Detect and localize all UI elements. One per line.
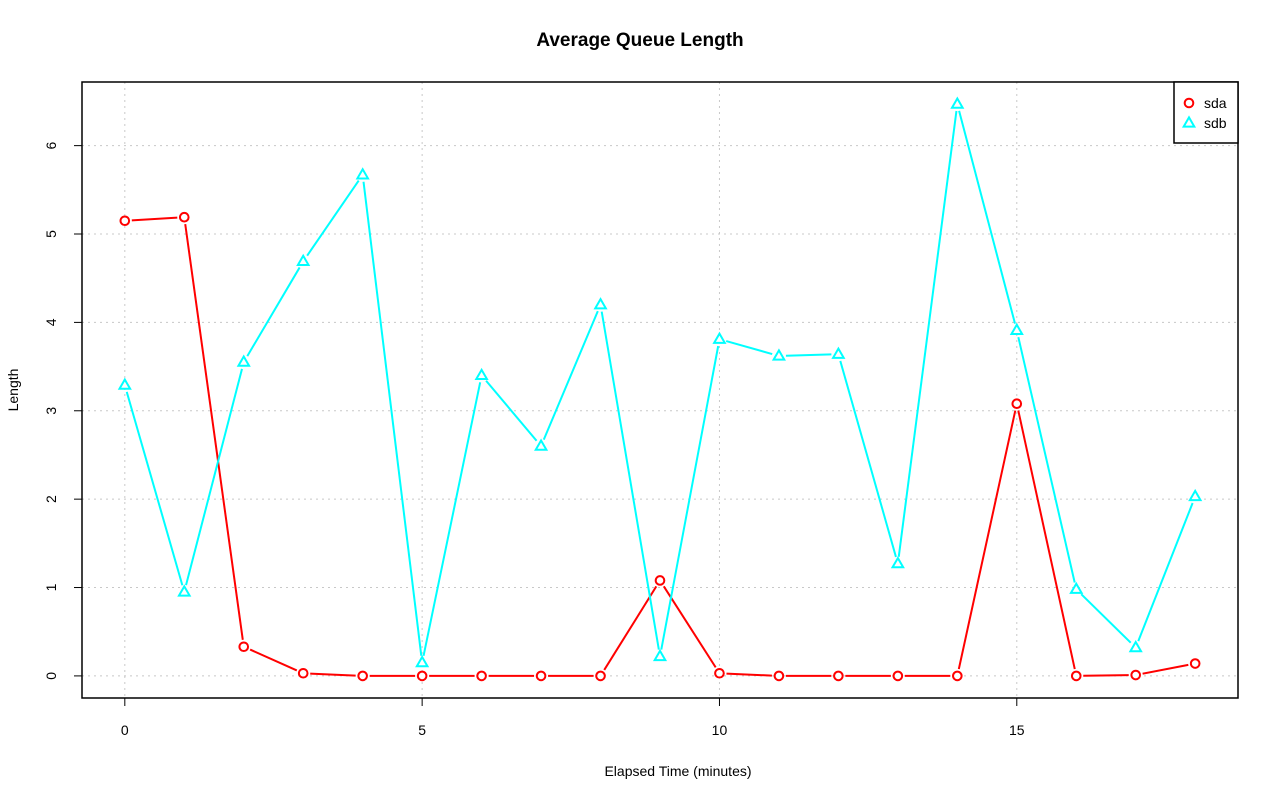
series-sdb-point	[1188, 488, 1203, 502]
y-tick-label: 6	[43, 142, 59, 150]
series-sdb-segment	[362, 181, 423, 656]
series-sda-segment	[726, 672, 772, 677]
series-sda-point	[595, 670, 606, 682]
series-sda-point	[357, 670, 368, 682]
series-sdb-segment	[660, 345, 720, 650]
series-sda-segment	[249, 648, 298, 672]
series-sdb-point	[1009, 322, 1024, 335]
series-sdb-segment	[306, 180, 360, 257]
series-sdb-point	[831, 346, 846, 359]
x-tick-label: 15	[1009, 722, 1025, 738]
series-sdb-segment	[185, 368, 243, 586]
series-sdb-segment	[542, 310, 599, 441]
series-sda-point	[297, 667, 309, 679]
legend-sda-label: sda	[1204, 95, 1227, 111]
x-tick-label: 5	[418, 722, 426, 738]
series-sda-point	[1130, 669, 1142, 681]
series-sdb-point	[950, 96, 965, 109]
x-tick-label: 0	[121, 722, 129, 738]
series-sda-segment	[662, 585, 717, 668]
y-tick-label: 4	[43, 318, 59, 326]
series-sda-point	[654, 575, 666, 586]
series-sdb-segment	[246, 266, 301, 357]
series-sda-point	[1011, 398, 1023, 409]
chart-title: Average Queue Length	[536, 30, 744, 51]
series-sda-point	[714, 667, 725, 679]
y-tick-label: 5	[43, 230, 59, 238]
series-sda-segment	[603, 585, 658, 671]
series-sda-point	[119, 215, 131, 227]
series-sdb-segment	[485, 380, 538, 442]
series-sdb-point	[1069, 581, 1084, 594]
series-sdb-point	[771, 348, 786, 361]
series-sda-segment	[131, 216, 178, 222]
series-sdb-point	[177, 584, 192, 597]
y-axis-label: Length	[5, 369, 21, 412]
y-tick-label: 1	[43, 583, 59, 591]
series-sda-point	[952, 670, 963, 682]
series-sda-point	[1070, 670, 1082, 682]
y-tick-label: 0	[43, 672, 59, 680]
plot-frame	[81, 81, 1239, 699]
series-sdb-segment	[785, 353, 832, 357]
y-tick-label: 2	[43, 495, 59, 503]
series-sdb-segment	[839, 360, 897, 558]
series-sda-point	[833, 670, 844, 682]
series-sdb-segment	[1137, 502, 1194, 642]
series-sdb-point	[652, 648, 668, 662]
series-sda-point	[1189, 658, 1201, 669]
series-sdb-segment	[1080, 593, 1132, 644]
series-sdb-point	[1128, 640, 1143, 653]
series-sdb-point	[593, 297, 608, 310]
series-sda-segment	[184, 224, 244, 640]
series-sdb-segment	[897, 110, 958, 557]
series-sdb-point	[296, 253, 311, 267]
series-sdb-segment	[422, 382, 482, 656]
series-sda-point	[416, 670, 428, 682]
series-sda-segment	[310, 672, 356, 677]
legend-sdb-label: sdb	[1204, 115, 1227, 131]
series-sdb-point	[712, 331, 727, 344]
series-sdb-point	[415, 655, 430, 668]
series-sda-point	[476, 670, 487, 682]
series-sdb-segment	[600, 311, 660, 650]
series-sdb-segment	[1017, 336, 1076, 583]
x-tick-label: 10	[712, 722, 728, 738]
series-sda-point	[773, 670, 785, 682]
series-sdb-point	[890, 556, 905, 569]
series-sda-segment	[1083, 674, 1129, 677]
x-axis-label: Elapsed Time (minutes)	[604, 763, 751, 779]
series-sdb-point	[474, 367, 489, 381]
series-sdb-point	[355, 167, 370, 180]
legend-sdb-marker	[1181, 115, 1197, 128]
series-sda-point	[178, 211, 190, 223]
series-sda-point	[892, 670, 904, 682]
series-sda-point	[535, 670, 547, 682]
y-tick-label: 3	[43, 407, 59, 415]
series-sdb-segment	[958, 110, 1016, 324]
series-sda-segment	[1017, 410, 1076, 670]
series-sdb-point	[236, 354, 251, 367]
legend-sda-marker	[1183, 97, 1195, 109]
series-sda-point	[238, 641, 250, 653]
series-sdb-segment	[725, 340, 773, 356]
series-sdb-point	[117, 377, 132, 390]
series-sdb-point	[534, 438, 549, 451]
series-sda-segment	[957, 410, 1017, 670]
legend-box	[1173, 81, 1239, 144]
series-sda-segment	[1142, 663, 1189, 675]
series-sdb-segment	[125, 391, 184, 586]
